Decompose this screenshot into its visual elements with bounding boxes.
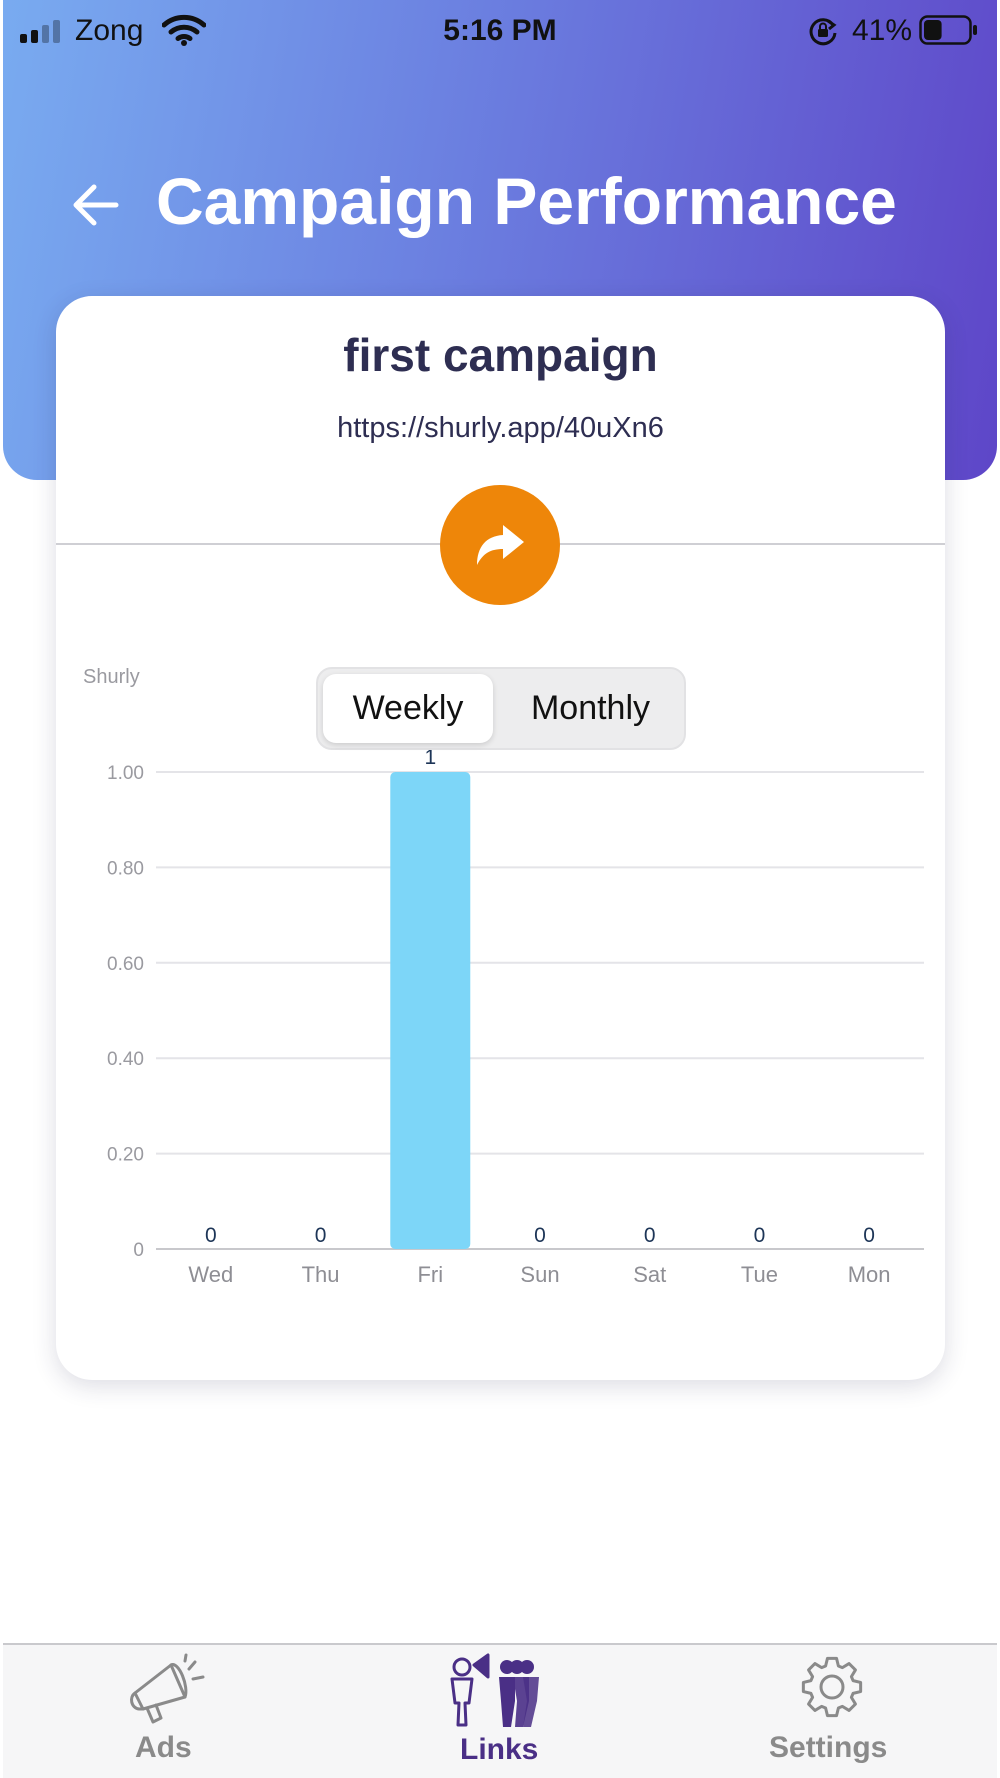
toggle-weekly[interactable]: Weekly (323, 674, 493, 743)
tab-bar: Ads Links Settings (3, 1643, 997, 1778)
y-tick-label: 0 (133, 1240, 144, 1261)
share-arrow-icon (477, 525, 524, 565)
tab-settings[interactable]: Settings (753, 1645, 923, 1778)
carrier-name: Zong (75, 14, 144, 47)
tab-links[interactable]: Links (423, 1645, 583, 1778)
gear-icon (801, 1656, 863, 1718)
x-tick-label: Tue (741, 1262, 778, 1287)
campaign-card: first campaign https://shurly.app/40uXn6… (56, 296, 945, 1380)
y-tick-label: 1.00 (107, 763, 144, 784)
signal-icon (20, 20, 60, 43)
campaign-name: first campaign (343, 329, 658, 381)
y-tick-label: 0.60 (107, 954, 144, 975)
tab-settings-label: Settings (769, 1731, 888, 1764)
x-tick-label: Mon (848, 1262, 891, 1287)
share-button[interactable] (440, 485, 560, 605)
x-tick-label: Sun (520, 1262, 559, 1287)
campaign-url[interactable]: https://shurly.app/40uXn6 (337, 412, 664, 444)
megaphone-icon (130, 1653, 205, 1724)
bar-value-label: 0 (315, 1224, 327, 1247)
y-tick-label: 0.20 (107, 1145, 144, 1166)
status-bar: Zong 5:16 PM 41% (0, 0, 1000, 62)
battery-icon (919, 15, 977, 45)
tab-ads-label: Ads (135, 1731, 192, 1764)
x-tick-label: Wed (188, 1262, 233, 1287)
bar-value-label: 0 (863, 1224, 875, 1247)
orientation-lock-icon (809, 18, 837, 46)
y-tick-label: 0.40 (107, 1049, 144, 1070)
y-tick-label: 0.80 (107, 858, 144, 879)
y-axis-label: Shurly (83, 666, 140, 688)
x-tick-label: Sat (633, 1262, 666, 1287)
back-arrow-icon[interactable] (70, 182, 120, 228)
bar-value-label: 1 (424, 746, 436, 769)
people-megaphone-icon (450, 1653, 539, 1727)
period-toggle: Weekly Monthly (316, 667, 686, 750)
x-tick-label: Fri (417, 1262, 443, 1287)
battery-percent: 41% (852, 14, 913, 47)
status-time: 5:16 PM (443, 14, 557, 47)
bar-value-label: 0 (754, 1224, 766, 1247)
chart-bar[interactable] (390, 772, 471, 1249)
performance-chart: Shurly 0 0.20 0.40 0.60 0.80 1.00 0 Wed 0 Thu 1 Fri 0… (83, 666, 924, 1287)
bar-value-label: 0 (534, 1224, 546, 1247)
tab-ads[interactable]: Ads (83, 1645, 243, 1778)
x-tick-label: Thu (302, 1262, 340, 1287)
tab-links-label: Links (460, 1733, 539, 1766)
page-title: Campaign Performance (156, 164, 897, 238)
toggle-monthly[interactable]: Monthly (530, 689, 651, 727)
bar-value-label: 0 (205, 1224, 217, 1247)
bar-value-label: 0 (644, 1224, 656, 1247)
wifi-icon (162, 14, 206, 46)
